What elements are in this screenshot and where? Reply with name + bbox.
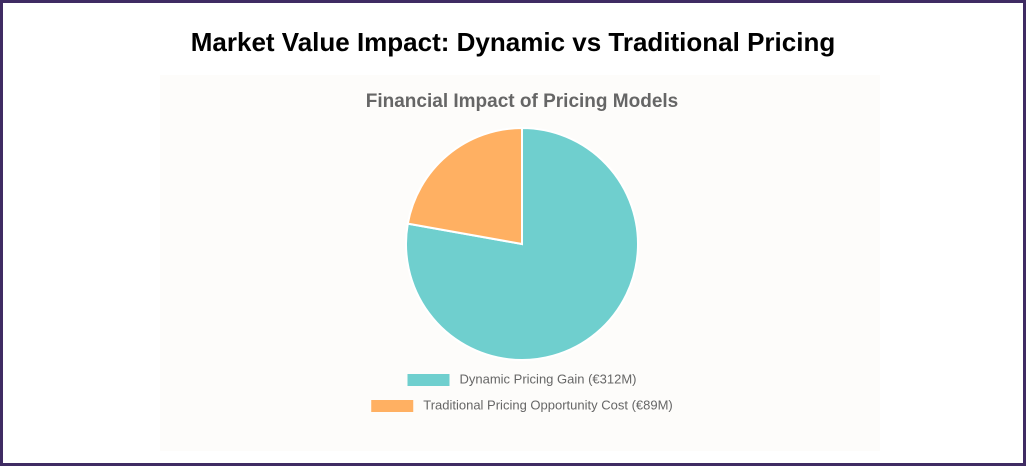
- legend-swatch: [371, 400, 414, 412]
- pie-slice: [406, 126, 523, 246]
- chart-title: Financial Impact of Pricing Models: [366, 91, 679, 112]
- legend-swatch: [407, 374, 450, 386]
- chart: Financial Impact of Pricing Models Dynam…: [160, 75, 880, 451]
- page-title: Market Value Impact: Dynamic vs Traditio…: [190, 27, 836, 57]
- legend-label: Dynamic Pricing Gain (€312M): [459, 371, 636, 386]
- legend-label: Traditional Pricing Opportunity Cost (€8…: [423, 397, 673, 412]
